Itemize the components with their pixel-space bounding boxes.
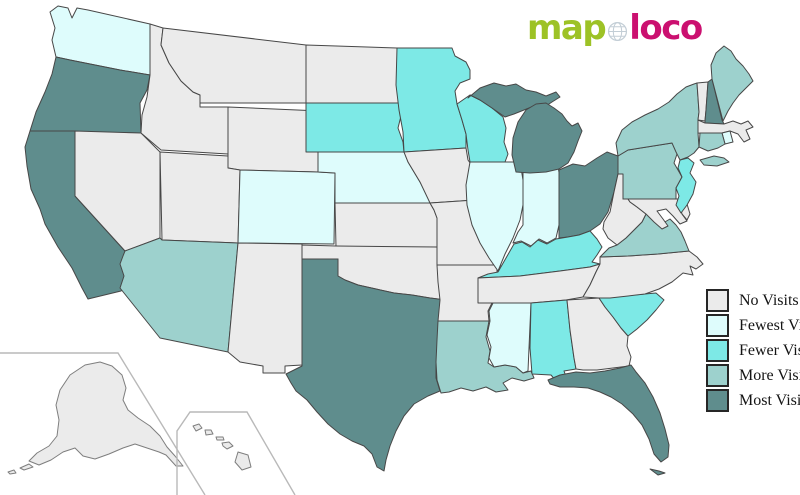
legend-label: More Visits — [739, 366, 800, 384]
alaska-inset — [0, 352, 206, 495]
state-minnesota — [395, 47, 471, 153]
contiguous-states — [24, 5, 754, 476]
legend-label: Fewer Visits — [739, 341, 800, 359]
legend-label: No Visits — [739, 291, 799, 309]
state-maine — [710, 45, 754, 122]
state-michigan — [511, 102, 583, 174]
state-kansas — [334, 202, 438, 248]
hawaii-inset-border — [176, 411, 296, 495]
legend-row-fewer-visits: Fewer Visits — [706, 338, 800, 363]
legend-swatch-more-visits — [706, 364, 729, 387]
state-alaska — [28, 361, 184, 467]
logo-text-loco: loco — [629, 8, 703, 48]
hawaii-island-molokai — [215, 436, 225, 441]
legend-row-most-visits: Most Visits — [706, 388, 800, 413]
state-connecticut — [698, 132, 726, 152]
state-north-dakota — [305, 44, 400, 104]
alaska-inset-border — [0, 352, 206, 495]
legend-row-no-visits: No Visits — [706, 288, 800, 313]
hawaii-island-maui — [221, 441, 234, 450]
state-michigan-upper-peninsula — [467, 82, 561, 118]
state-florida-keys — [649, 468, 666, 476]
alaska-aleutian-island — [7, 469, 17, 475]
state-utah — [159, 151, 241, 244]
state-new-jersey — [675, 157, 697, 214]
legend-label: Fewest Visits — [739, 316, 800, 334]
logo-text-map: map — [527, 8, 607, 48]
hawaii-island-oahu — [204, 429, 214, 436]
legend-row-more-visits: More Visits — [706, 363, 800, 388]
hawaii-inset — [176, 411, 296, 495]
hawaii-island-big-island — [234, 451, 252, 471]
legend-swatch-fewer-visits — [706, 339, 729, 362]
state-pennsylvania — [617, 142, 683, 200]
state-mississippi — [486, 302, 532, 374]
state-texas — [285, 258, 453, 472]
state-new-york-long-island — [699, 155, 730, 167]
state-north-carolina — [582, 250, 704, 299]
legend-swatch-most-visits — [706, 389, 729, 412]
legend-swatch-fewest-visits — [706, 314, 729, 337]
map-legend: No Visits Fewest Visits Fewer Visits Mor… — [706, 288, 800, 413]
state-arizona — [119, 237, 239, 353]
state-louisiana — [435, 320, 535, 394]
alaska-aleutian-island — [19, 463, 34, 471]
state-south-dakota — [305, 102, 405, 153]
hawaii-island-kauai — [192, 423, 203, 432]
state-florida — [547, 364, 670, 463]
legend-swatch-no-visits — [706, 289, 729, 312]
legend-row-fewest-visits: Fewest Visits — [706, 313, 800, 338]
state-colorado — [237, 169, 336, 245]
state-new-mexico — [227, 242, 303, 374]
legend-label: Most Visits — [739, 391, 800, 409]
maploco-logo[interactable]: map loco — [527, 8, 703, 48]
globe-icon — [607, 14, 628, 48]
state-oregon — [29, 56, 151, 134]
state-south-carolina — [598, 292, 665, 337]
